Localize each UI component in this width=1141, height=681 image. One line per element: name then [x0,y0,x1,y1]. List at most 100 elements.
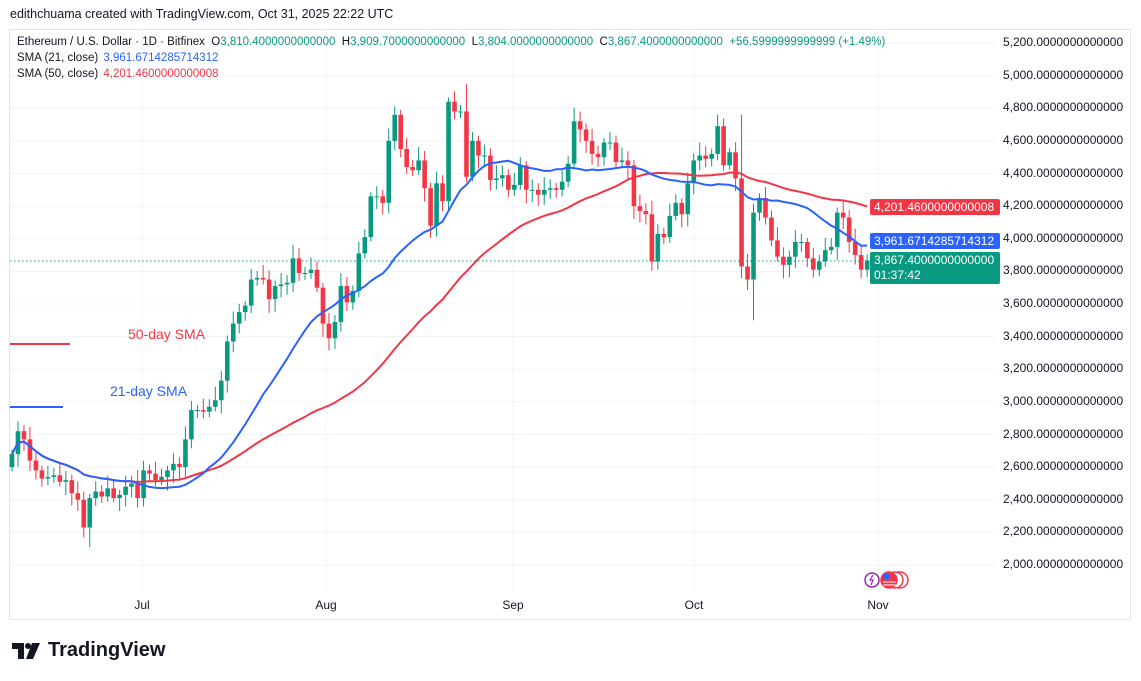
price-axis-label: 4,800.0000000000000 [1003,100,1124,115]
candle-body [757,197,762,213]
candle [446,97,451,211]
candle-body [368,196,374,238]
candle [828,238,834,255]
candle-body [673,202,679,216]
candle-body [356,253,362,291]
candle [625,151,631,180]
candle-body [512,184,517,190]
symbol-title[interactable]: Ethereum / U.S. Dollar · 1D · Bitfinex [17,36,205,48]
candle [272,280,278,312]
candle [195,404,200,418]
candle-body [422,160,427,189]
candle-body [541,189,547,195]
candle-body [242,305,248,313]
candle-body [129,483,134,487]
tradingview-logo[interactable]: TradingView [12,639,165,662]
candle-body [236,312,242,324]
events-icons[interactable] [864,571,909,589]
candle-body [230,323,236,342]
candle-body [679,202,685,215]
sma50-legend[interactable]: SMA (50, close) 4,201.4600000000008 [17,68,219,80]
low-label: L [471,36,478,48]
candle [715,114,720,161]
candle-body [296,258,302,274]
candle-body [661,233,667,238]
candle-body [87,498,93,528]
candle-body [99,491,104,497]
candle [817,255,822,277]
candle-body [721,126,726,166]
sma50-label: SMA (50, close) [17,68,99,80]
candle [356,241,362,298]
sma21-line [11,159,868,490]
candle-body [123,486,128,495]
candle-body [111,488,116,499]
candle [775,227,780,262]
candle-body [69,480,75,494]
candle-body [613,142,619,163]
candle [649,200,655,271]
candle-body [21,431,27,440]
candle [93,481,99,506]
price-axis-label: 4,600.0000000000000 [1003,132,1124,147]
sma21-legend[interactable]: SMA (21, close) 3,961.6714285714312 [17,52,219,64]
candle [661,227,667,244]
candle [105,475,110,502]
candle-body [284,282,290,285]
time-label-jul: Jul [134,598,150,612]
candle [260,265,266,285]
candle-body [410,166,415,171]
brand-name: TradingView [48,639,166,661]
candle [45,465,51,486]
candle [69,474,75,506]
candle [464,83,469,183]
candle-body [817,261,822,270]
candle-body [75,493,81,500]
candle-body [434,183,439,226]
candle-body [476,140,481,156]
candle-body [667,215,673,238]
candle-body [649,214,655,262]
price-axis-label: 3,200.0000000000000 [1003,361,1124,376]
candle-body [248,279,254,306]
candle-body [691,160,697,184]
candle-body [858,255,864,270]
candle-body [775,240,780,257]
candle-body [266,279,272,300]
candle-body [822,250,828,262]
candle [595,145,601,167]
candle-body [625,160,631,166]
candle-body [452,101,457,112]
candle [230,311,236,353]
candle [751,204,756,321]
candle-body [440,183,445,202]
candle [811,248,816,278]
candle-body [135,483,140,499]
candle [39,465,45,487]
candle [380,189,386,215]
candle-body [518,165,523,185]
candle [362,229,368,259]
sma50-line [11,171,868,484]
candle [344,276,350,312]
candle [679,198,685,228]
candle [703,146,708,168]
candle [368,192,374,242]
candle [440,175,445,212]
price-axis-label: 2,400.0000000000000 [1003,491,1124,506]
ohlc-legend: Ethereum / U.S. Dollar · 1D · Bitfinex O… [17,36,885,48]
candle-body [332,321,338,339]
candle-body [398,114,403,150]
candle-body [470,140,475,177]
candle-body [392,114,398,141]
candle [63,470,69,496]
candle [207,399,212,418]
price-axis-label: 3,400.0000000000000 [1003,328,1124,343]
candle-body [159,476,164,481]
price-axis-label: 5,200.0000000000000 [1003,35,1124,49]
candle [386,128,392,214]
candle [224,335,230,393]
candle-body [33,460,39,471]
candle [858,245,864,279]
